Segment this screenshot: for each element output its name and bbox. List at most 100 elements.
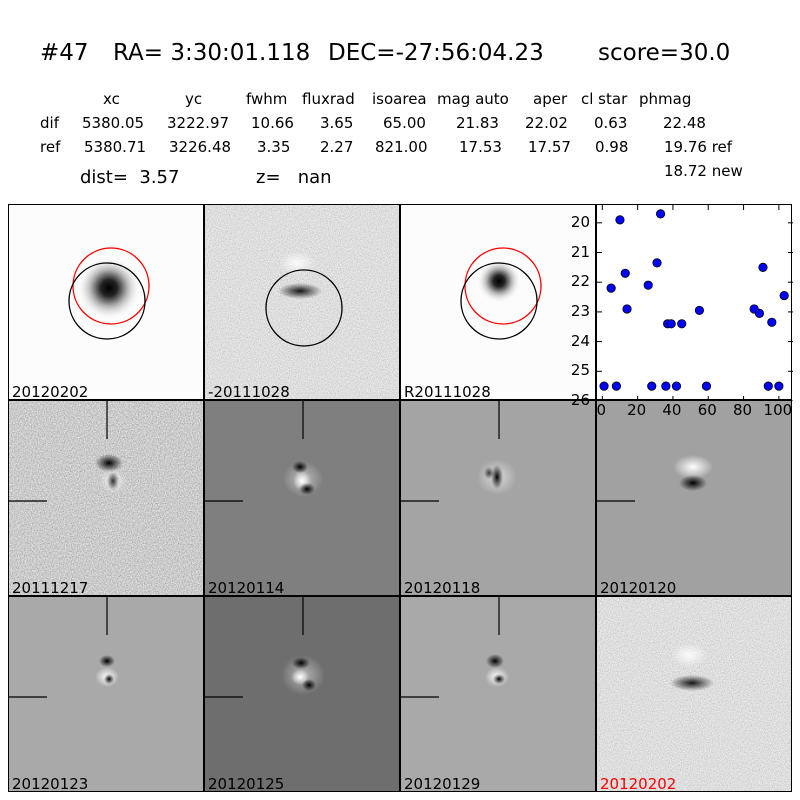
x-tick-label: 0 [596,401,607,419]
data-point [763,381,773,391]
x-tick-label: 80 [733,401,753,419]
x-tick-label: 40 [662,401,682,419]
data-point [758,262,768,272]
col-cl-star: cl star [581,90,628,108]
z-value: z= nan [256,167,332,188]
data-point [774,381,784,391]
cell: 5380.05 [82,114,145,132]
image-panel: 20120120 [596,400,792,596]
x-tick-label: 100 [763,401,793,419]
panel-label: R20111028 [404,383,491,400]
cell: 3.65 [320,114,354,132]
lightcurve-plot [596,204,793,402]
page-title: #47 RA= 3:30:01.118 DEC=-27:56:04.23 sco… [40,40,800,70]
panel-label: 20120120 [600,579,677,596]
y-tick-label: 23 [570,301,590,320]
cell: 3226.48 [169,138,232,156]
aperture-black-circle [68,262,146,340]
cell: 17.57 [528,138,571,156]
cell: 19.76 ref [664,138,733,156]
col-mag-auto: mag auto [437,90,509,108]
cell: 22.48 [663,114,706,132]
data-point [643,280,653,290]
candidate-id: #47 [40,40,89,66]
data-point [655,209,666,219]
panel-label: 20111217 [12,579,89,596]
data-point [701,381,712,391]
lightcurve-svg [597,205,793,402]
cell: 2.27 [320,138,354,156]
cell: 21.83 [456,114,499,132]
panel-label: 20120202 [600,775,677,792]
image-panel-new-diff: 20120202 [596,596,792,792]
image-panel-diff: -20111028 [204,204,400,400]
y-tick-label: 25 [570,361,590,380]
data-point [606,283,616,293]
data-point [671,381,682,391]
aperture-red-circle [464,247,542,325]
y-tick-label: 26 [570,391,590,409]
table-row: ref 5380.71 3226.48 3.35 2.27 821.00 17.… [0,138,800,158]
table-row: dif 5380.05 3222.97 10.66 3.65 65.00 21.… [0,114,800,134]
data-point [622,304,632,314]
y-tick-label: 21 [570,242,590,261]
aperture-red-circle [72,247,150,325]
aperture-black-circle [265,269,343,347]
data-point [677,319,687,329]
col-xc: xc [103,90,120,108]
cell: 17.53 [459,138,502,156]
panel-label: 20120202 [12,383,89,400]
panel-label: 20120114 [208,579,285,596]
image-panel: 20120123 [8,596,204,792]
panel-label: 20120125 [208,775,285,792]
col-phmag: phmag [639,90,692,108]
image-panel-ref: R20111028 [400,204,596,400]
y-tick-label: 20 [570,212,590,231]
y-tick-label: 22 [570,272,590,291]
data-point [661,381,671,391]
panel-label: 20120118 [404,579,481,596]
image-panel: 20120125 [204,596,400,792]
image-panel: 20120114 [204,400,400,596]
cell: 3.35 [257,138,291,156]
aperture-black-circle [460,262,538,340]
row-label: dif [40,114,59,132]
data-point [754,308,765,318]
panel-label: -20111028 [208,383,290,400]
col-isoarea: isoarea [372,90,427,108]
dec-value: DEC=-27:56:04.23 [328,40,544,66]
data-point [611,381,622,391]
image-panel: 20120129 [400,596,596,792]
cell: 22.02 [525,114,568,132]
table-header: xc yc fwhm fluxrad isoarea mag auto aper… [0,90,800,110]
data-point [647,381,657,391]
cell: 0.63 [594,114,628,132]
cell: 10.66 [251,114,294,132]
data-point [615,215,625,225]
cell: 5380.71 [84,138,147,156]
row-label: ref [40,138,61,156]
data-point [666,319,676,329]
y-tick-label: 24 [570,331,590,350]
image-panel-new: 20120202 [8,204,204,400]
col-yc: yc [185,90,203,108]
data-point [599,381,609,391]
dist-value: dist= 3.57 [80,167,180,188]
col-aper: aper [533,90,568,108]
cell: 65.00 [383,114,426,132]
ra-value: RA= 3:30:01.118 [113,40,311,66]
image-panel: 20120118 [400,400,596,596]
x-tick-label: 60 [697,401,717,419]
data-point [694,305,705,316]
col-fwhm: fwhm [246,90,288,108]
cell: 821.00 [375,138,428,156]
col-fluxrad: fluxrad [302,90,355,108]
data-point [652,258,662,268]
score-value: score=30.0 [598,40,731,66]
cell: 0.98 [595,138,629,156]
image-panel: 20111217 [8,400,204,596]
panel-label: 20120129 [404,775,481,792]
data-point [620,268,630,278]
data-point [767,317,777,327]
panel-label: 20120123 [12,775,89,792]
